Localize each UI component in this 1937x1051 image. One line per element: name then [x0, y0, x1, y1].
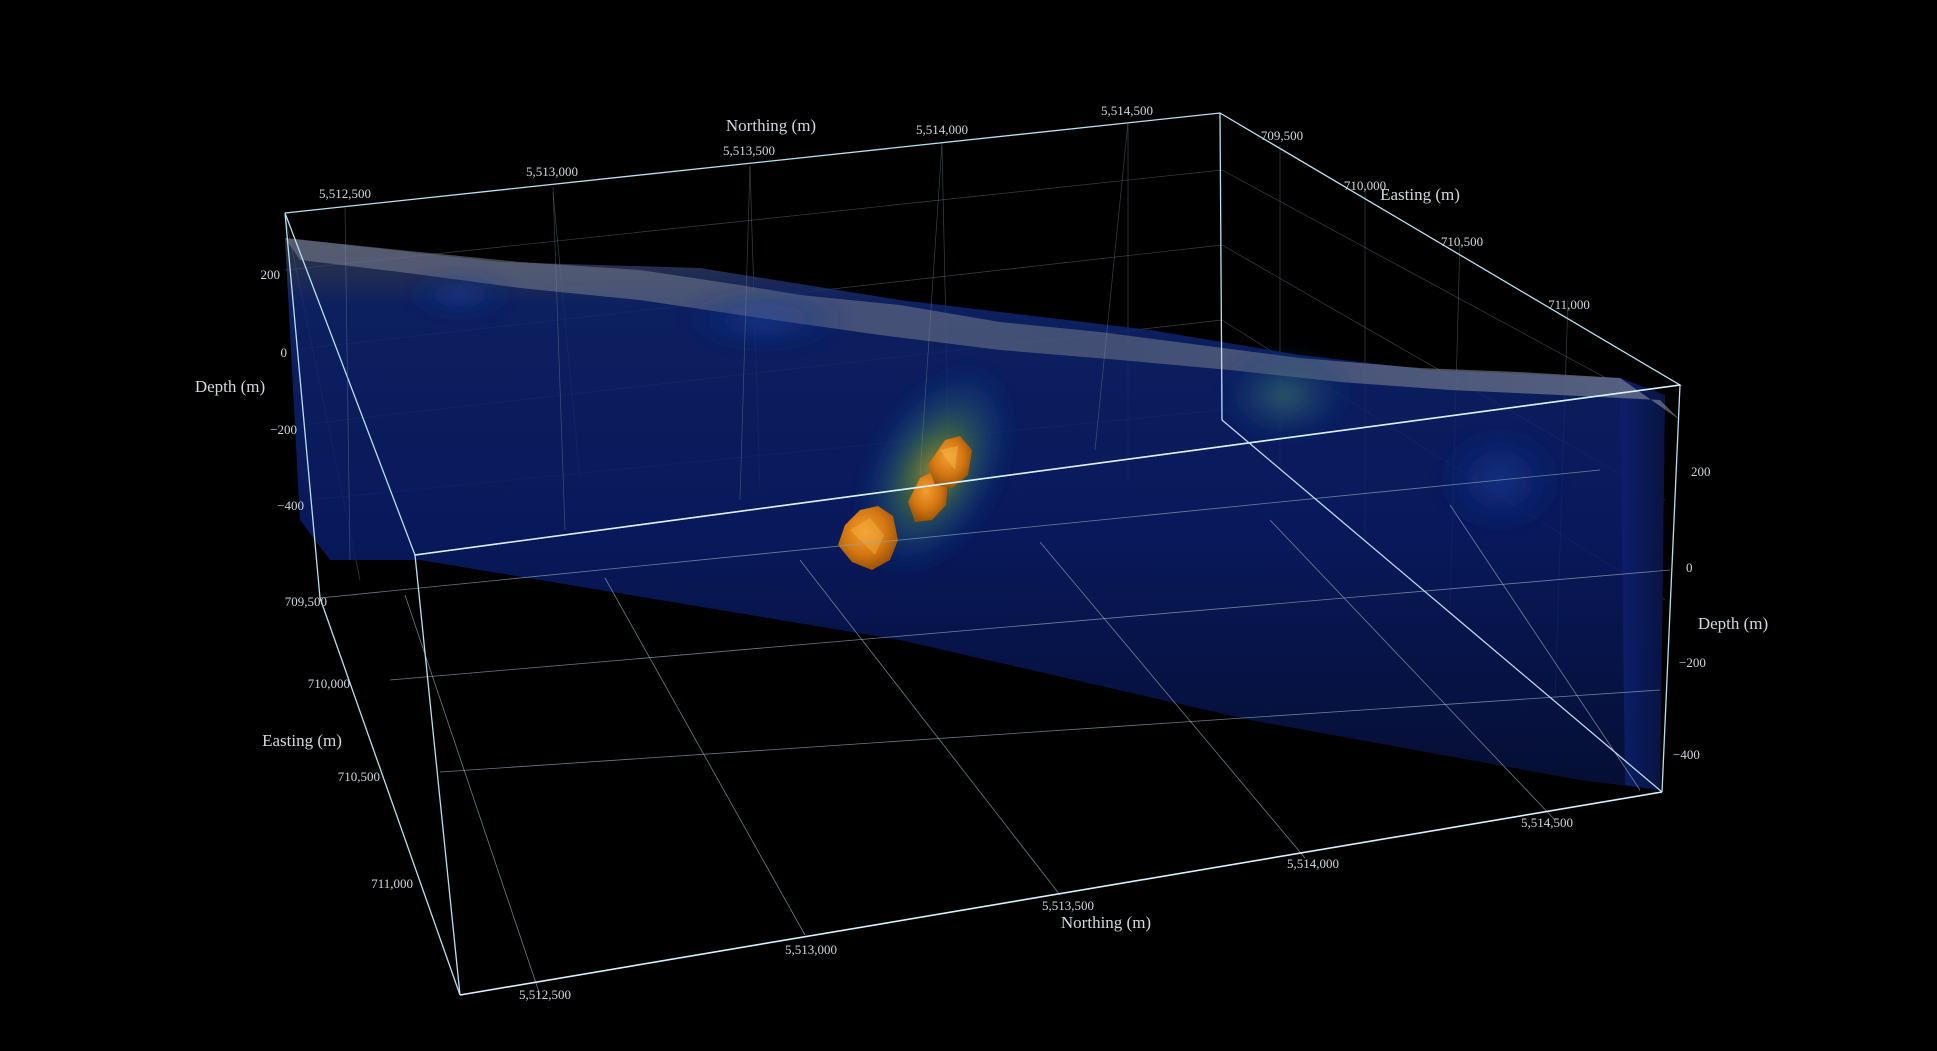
tick-label: 5,513,500	[723, 143, 775, 158]
tick-label: −200	[1679, 655, 1706, 670]
tick-label: 710,000	[308, 676, 350, 691]
tick-label: 710,000	[1344, 178, 1386, 193]
tick-label: −400	[277, 498, 304, 513]
tick-label: 0	[281, 345, 288, 360]
tick-label: 711,000	[371, 876, 413, 891]
axis-title: Depth (m)	[195, 377, 265, 396]
axis-title: Northing (m)	[1061, 913, 1151, 932]
axis-title: Easting (m)	[262, 731, 342, 750]
isosurface-bodies	[838, 436, 972, 570]
tick-label: 711,000	[1548, 297, 1590, 312]
easting-axis-right: Easting (m) 709,500 710,000 710,500 711,…	[1261, 128, 1590, 312]
northing-axis-bottom: Northing (m) 5,512,500 5,513,000 5,513,5…	[519, 815, 1573, 1002]
tick-label: 5,512,500	[319, 186, 371, 201]
tick-label: 200	[261, 267, 281, 282]
resistivity-volume	[285, 238, 1680, 790]
tick-label: 0	[1686, 560, 1693, 575]
tick-label: −200	[270, 422, 297, 437]
axis-title: Depth (m)	[1698, 614, 1768, 633]
northing-axis-top: Northing (m) 5,512,500 5,513,000 5,513,5…	[319, 103, 1153, 201]
tick-label: 710,500	[1441, 234, 1483, 249]
tick-label: 709,500	[285, 594, 327, 609]
tick-label: 710,500	[338, 769, 380, 784]
tick-label: 200	[1691, 464, 1711, 479]
depth-axis-left: Depth (m) 200 0 −200 −400	[195, 267, 304, 513]
tick-label: 5,514,000	[1287, 856, 1339, 871]
tick-label: 5,513,500	[1042, 898, 1094, 913]
depth-axis-right: Depth (m) 200 0 −200 −400	[1673, 464, 1768, 762]
tick-label: 5,514,500	[1101, 103, 1153, 118]
easting-axis-left: Easting (m) 709,500 710,000 710,500 711,…	[262, 594, 413, 891]
isosurface-body	[838, 506, 898, 570]
axis-title: Easting (m)	[1380, 185, 1460, 204]
floor-grid	[319, 469, 1671, 996]
tick-label: 5,514,000	[916, 122, 968, 137]
tick-label: −400	[1673, 747, 1700, 762]
tick-label: 5,513,000	[785, 942, 837, 957]
bounding-box	[284, 112, 1682, 996]
tick-label: 5,512,500	[519, 987, 571, 1002]
axis-title: Northing (m)	[726, 116, 816, 135]
tick-label: 5,513,000	[526, 164, 578, 179]
tick-label: 709,500	[1261, 128, 1303, 143]
tick-label: 5,514,500	[1521, 815, 1573, 830]
